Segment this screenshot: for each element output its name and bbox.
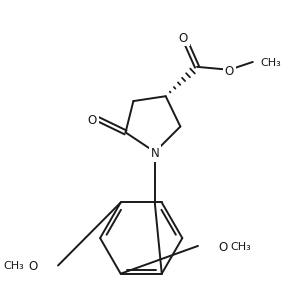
Text: O: O	[28, 261, 37, 274]
Text: CH₃: CH₃	[3, 262, 24, 271]
Text: O: O	[219, 241, 228, 254]
Text: O: O	[259, 57, 268, 70]
Text: O: O	[88, 114, 97, 127]
Text: CH₃: CH₃	[261, 58, 281, 68]
Text: O: O	[179, 31, 188, 44]
Text: O: O	[225, 65, 234, 78]
Text: N: N	[151, 147, 159, 160]
Text: CH₃: CH₃	[230, 242, 251, 252]
